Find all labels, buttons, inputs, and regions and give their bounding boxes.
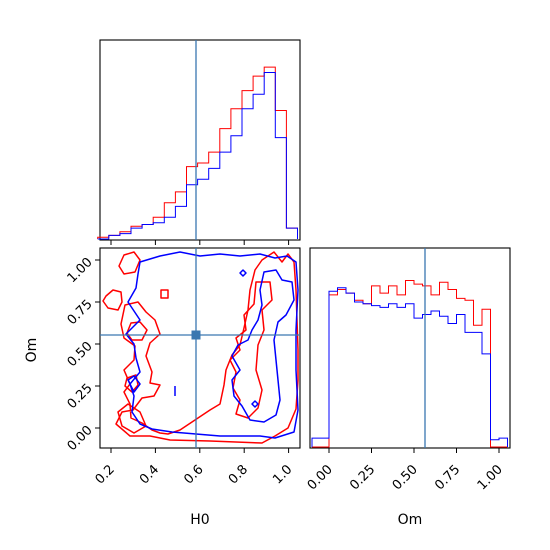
contours-run-b: [125, 251, 299, 439]
contour-run-a-small-box: [160, 289, 169, 299]
truth-marker: [191, 330, 201, 340]
contour-run-b-left-inner: [127, 375, 141, 393]
om-histogram-frame: [309, 247, 511, 449]
h0-histogram-steps: [97, 66, 298, 240]
contour-run-a-mid: [115, 251, 299, 444]
x-axis-label-h0: H0: [190, 512, 209, 528]
om-histogram-steps: [311, 280, 508, 448]
h0-histogram-ticks: [110, 240, 290, 245]
contour-run-b-lower-diamond: [251, 400, 259, 408]
contour-run-a-outer: [118, 251, 141, 275]
contour-run-b-right: [231, 269, 295, 423]
om-histogram-run-b: [311, 287, 508, 447]
contour-run-a-right-inner: [229, 281, 273, 419]
x-axis-label-om: Om: [398, 512, 423, 528]
contour-run-a-left-blob: [102, 289, 123, 311]
h0-histogram-panel: [97, 39, 301, 245]
h0-histogram-run-b: [97, 72, 298, 240]
contour-run-b-small-diamond: [239, 269, 247, 277]
contour-run-b-outer: [125, 251, 299, 439]
y-axis-label-om: Om: [24, 338, 40, 363]
